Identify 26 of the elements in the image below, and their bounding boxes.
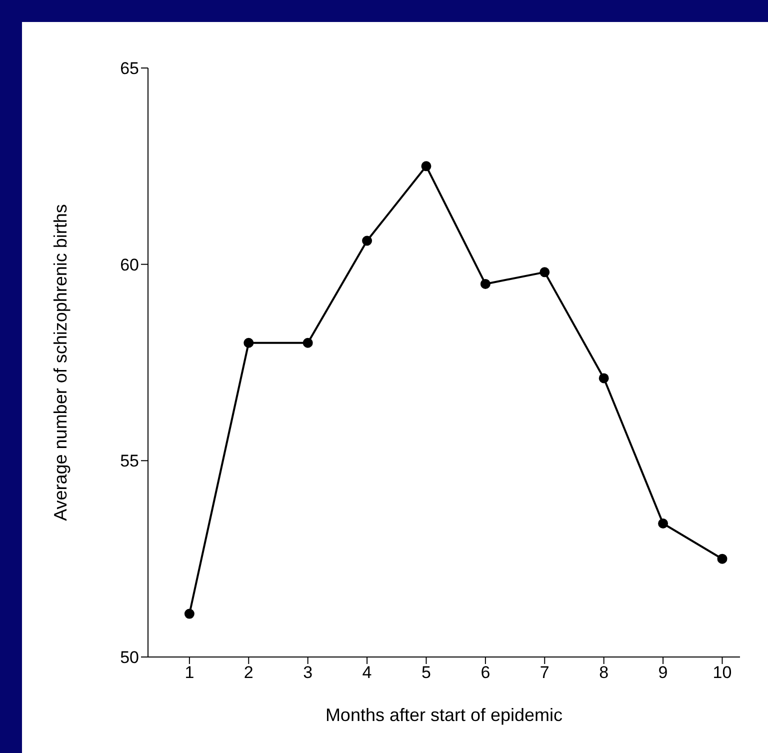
point — [598, 373, 609, 384]
point — [244, 338, 254, 348]
x-tick-label: 5 — [422, 663, 431, 682]
point — [184, 608, 194, 619]
y-tick-label: 55 — [120, 452, 139, 471]
point — [658, 518, 668, 528]
point — [480, 278, 490, 289]
x-tick-label: 10 — [712, 663, 732, 682]
x-tick-label: 4 — [362, 663, 372, 682]
x-tick-label: 6 — [480, 663, 490, 682]
point — [421, 161, 432, 172]
x-tick-label: 8 — [599, 663, 609, 682]
x-tick-label: 1 — [184, 663, 194, 682]
x-tick-label: 2 — [244, 663, 254, 682]
x-tick-label: 3 — [303, 663, 313, 682]
y-axis-title: Average number of schizophrenic births — [50, 204, 70, 521]
x-axis-title: Months after start of epidemic — [325, 705, 563, 725]
y-tick-label: 60 — [120, 255, 139, 274]
point — [717, 554, 728, 564]
x-tick-label: 7 — [540, 663, 550, 682]
y-tick-label: 50 — [120, 648, 139, 668]
point — [540, 267, 550, 278]
y-tick-label: 65 — [120, 59, 139, 78]
point — [362, 236, 372, 246]
point — [302, 338, 313, 348]
x-tick-label: 9 — [658, 663, 668, 682]
